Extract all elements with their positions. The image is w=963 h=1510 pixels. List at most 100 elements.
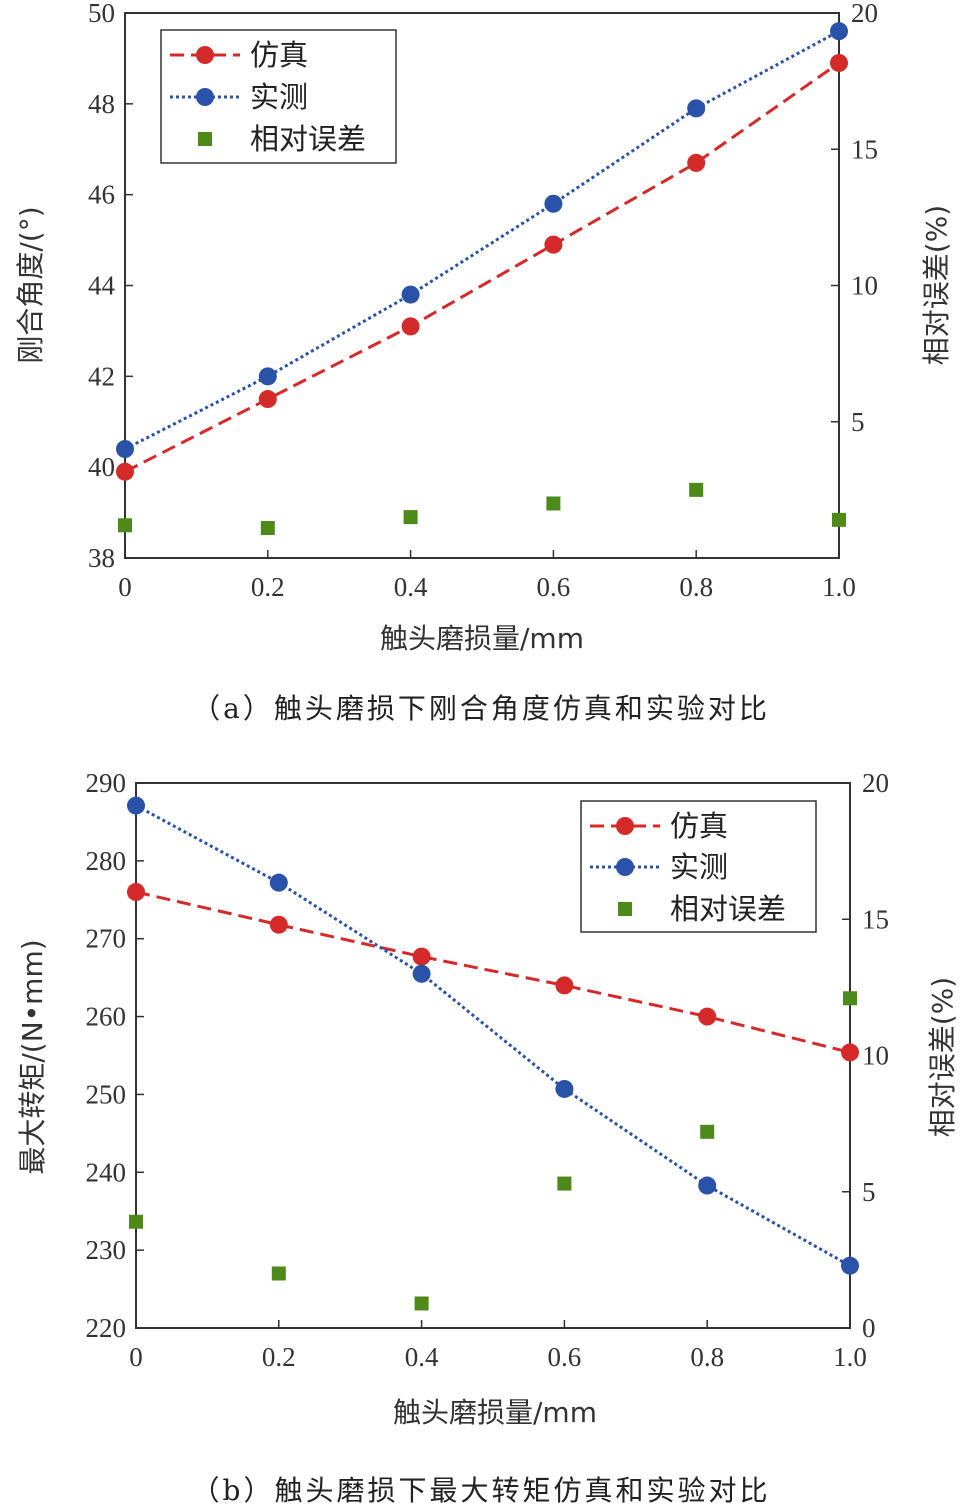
measured-line xyxy=(135,804,851,1268)
legend: 仿真 实测 相对误差 xyxy=(160,29,397,164)
simulation-point xyxy=(401,317,420,336)
simulation-point xyxy=(544,235,563,254)
series-layer xyxy=(127,796,859,1311)
measured-point xyxy=(698,1176,717,1195)
error-point xyxy=(260,521,275,536)
error-point xyxy=(832,512,846,527)
x-tick-label: 0 xyxy=(129,1342,143,1372)
y-tick-label-left: 38 xyxy=(88,543,115,573)
x-axis-ticks: 0 0.2 0.4 0.6 0.8 1.0 xyxy=(118,550,856,602)
legend-marker-err xyxy=(618,902,632,916)
chart-b: 220 230 240 250 260 270 280 290 0 5 10 15 20 0 0.2 0.… xyxy=(16,768,959,1507)
measured-point xyxy=(555,1079,574,1098)
caption-b: （b）触头磨损下最大转矩仿真和实验对比 xyxy=(192,1474,771,1507)
error-point xyxy=(271,1266,286,1281)
y-tick-label-left: 40 xyxy=(88,452,115,482)
measured-point xyxy=(116,440,134,458)
simulation-point xyxy=(269,915,288,934)
simulation-point xyxy=(555,976,574,995)
y-axis-label-left: 刚合角度/(°) xyxy=(14,206,47,363)
left-axis-ticks: 38 40 42 44 46 48 50 xyxy=(88,0,133,573)
y-tick-label-left: 230 xyxy=(86,1235,127,1265)
x-tick-label: 0.2 xyxy=(251,572,285,602)
simulation-point xyxy=(687,153,706,172)
x-tick-label: 0 xyxy=(118,572,132,602)
legend-marker-meas xyxy=(616,858,634,876)
y-tick-label-right: 5 xyxy=(851,407,865,437)
y-tick-label-left: 290 xyxy=(86,768,127,798)
legend-label-sim: 仿真 xyxy=(670,809,728,843)
error-point xyxy=(689,482,704,497)
x-tick-label: 0.8 xyxy=(679,572,713,602)
legend-marker-err xyxy=(198,132,212,146)
y-tick-label-left: 260 xyxy=(86,1002,127,1032)
legend-label-meas: 实测 xyxy=(670,850,728,884)
y-tick-label-left: 44 xyxy=(88,271,116,301)
x-axis-ticks: 0 0.2 0.4 0.6 0.8 1.0 xyxy=(129,1320,867,1372)
caption-a: （a）触头磨损下刚合角度仿真和实验对比 xyxy=(192,692,770,725)
legend-label-err: 相对误差 xyxy=(670,892,786,926)
x-tick-label: 1.0 xyxy=(833,1342,867,1372)
x-tick-label: 0.6 xyxy=(537,572,571,602)
error-point xyxy=(557,1176,572,1191)
error-point xyxy=(129,1214,143,1229)
simulation-line xyxy=(135,890,851,1054)
simulation-point xyxy=(698,1007,717,1026)
x-tick-label: 0.6 xyxy=(548,1342,582,1372)
y-tick-label-right: 10 xyxy=(851,271,878,301)
measured-point xyxy=(127,796,145,815)
measured-point xyxy=(401,285,420,304)
measured-point xyxy=(830,22,848,41)
x-tick-label: 0.4 xyxy=(405,1342,439,1372)
legend-marker-meas xyxy=(196,88,214,106)
error-point xyxy=(546,496,561,511)
y-tick-label-left: 50 xyxy=(88,0,115,28)
legend-label-err: 相对误差 xyxy=(250,122,366,156)
measured-point xyxy=(269,873,288,892)
error-point xyxy=(700,1124,715,1139)
y-tick-label-left: 48 xyxy=(88,89,115,119)
y-tick-label-left: 270 xyxy=(86,924,127,954)
y-tick-label-right: 5 xyxy=(862,1177,876,1207)
x-axis-label: 触头磨损量/mm xyxy=(380,622,584,655)
simulation-point xyxy=(258,390,277,409)
simulation-point xyxy=(127,883,145,901)
legend-marker-sim xyxy=(196,46,214,64)
x-axis-label: 触头磨损量/mm xyxy=(393,1396,597,1429)
measured-point xyxy=(687,99,706,118)
simulation-point xyxy=(412,947,431,966)
simulation-point xyxy=(830,53,848,72)
legend-marker-sim xyxy=(616,817,634,835)
left-axis-ticks: 220 230 240 250 260 270 280 290 xyxy=(86,768,144,1343)
legend: 仿真 实测 相对误差 xyxy=(580,800,817,933)
x-tick-label: 0.2 xyxy=(262,1342,296,1372)
y-tick-label-left: 280 xyxy=(86,846,127,876)
y-tick-label-right: 15 xyxy=(851,134,878,164)
y-axis-label-right: 相对误差(%) xyxy=(926,977,959,1137)
y-tick-label-right: 15 xyxy=(862,904,889,934)
y-tick-label-right: 10 xyxy=(862,1041,889,1071)
error-point xyxy=(414,1296,429,1311)
error-point xyxy=(403,510,418,525)
y-axis-label-right: 相对误差(%) xyxy=(920,205,953,365)
y-tick-label-left: 46 xyxy=(88,180,115,210)
right-axis-ticks: 5 10 15 20 xyxy=(831,0,878,437)
y-tick-label-left: 42 xyxy=(88,361,115,391)
x-tick-label: 0.4 xyxy=(394,572,428,602)
measured-point xyxy=(841,1256,859,1275)
measured-line xyxy=(124,29,840,451)
error-point xyxy=(843,991,857,1006)
legend-label-sim: 仿真 xyxy=(250,38,308,72)
y-tick-label-right: 20 xyxy=(862,768,889,798)
measured-point xyxy=(258,367,277,386)
x-tick-label: 0.8 xyxy=(690,1342,724,1372)
simulation-line xyxy=(124,61,840,474)
x-tick-label: 1.0 xyxy=(822,572,856,602)
y-tick-label-left: 220 xyxy=(86,1313,127,1343)
right-axis-ticks: 0 5 10 15 20 xyxy=(842,768,889,1343)
y-tick-label-left: 250 xyxy=(86,1079,127,1109)
series-layer xyxy=(116,22,848,536)
y-tick-label-right: 20 xyxy=(851,0,878,28)
simulation-point xyxy=(116,462,134,481)
